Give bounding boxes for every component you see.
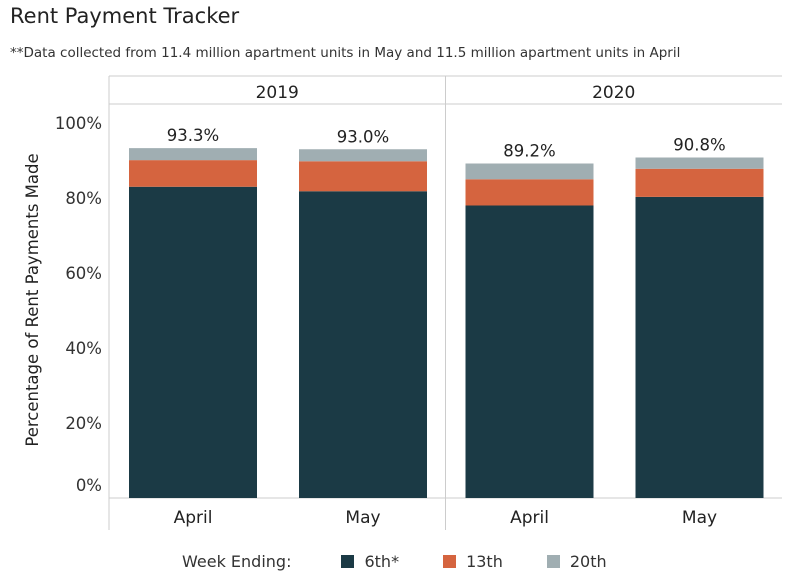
y-tick-label-100: 100% <box>55 114 102 133</box>
legend-swatch-6th <box>341 555 355 568</box>
y-tick-label-0: 0% <box>76 476 102 495</box>
y-tick-label-80: 80% <box>65 189 102 208</box>
bar-segment-2020-april-13th <box>465 179 594 206</box>
legend-label-13th: 13th <box>466 552 503 571</box>
bar-segment-2019-may-20th <box>299 149 427 162</box>
bar-segment-2020-april-20th <box>465 163 594 180</box>
bar-segment-2019-april-13th <box>129 160 257 187</box>
bar-segment-2019-april-20th <box>129 148 257 161</box>
legend-label-20th: 20th <box>569 552 607 571</box>
y-tick-label-40: 40% <box>65 339 102 358</box>
y-axis-label: Percentage of Rent Payments Made <box>23 153 42 446</box>
y-tick-label-60: 60% <box>65 264 102 283</box>
bar-segment-2020-may-13th <box>635 168 764 197</box>
legend-swatch-20th <box>546 555 560 568</box>
total-label-2020-april: 89.2% <box>503 142 555 161</box>
legend-item-13th[interactable]: 13th <box>443 552 503 571</box>
x-tick-label-2020-april: April <box>510 508 549 528</box>
panel-header-2019: 2019 <box>256 83 299 103</box>
y-tick-label-20: 20% <box>65 414 102 433</box>
legend-swatch-13th <box>443 555 457 568</box>
chart-title: Rent Payment Tracker <box>10 4 240 28</box>
legend-item-6th[interactable]: 6th* <box>341 552 399 571</box>
total-label-2019-april: 93.3% <box>167 126 219 145</box>
panel-header-2020: 2020 <box>592 83 635 103</box>
x-tick-label-2020-may: May <box>682 508 717 528</box>
x-tick-label-2019-may: May <box>345 508 380 528</box>
legend-item-20th[interactable]: 20th <box>546 552 607 571</box>
chart-subtitle: **Data collected from 11.4 million apart… <box>10 45 681 61</box>
legend-title: Week Ending: <box>182 552 292 571</box>
bar-segment-2019-april-6th <box>129 186 257 498</box>
total-label-2019-may: 93.0% <box>337 127 389 146</box>
legend-label-6th: 6th* <box>364 552 400 571</box>
total-label-2020-may: 90.8% <box>673 136 725 155</box>
bar-segment-2019-may-6th <box>299 191 427 498</box>
bar-segment-2019-may-13th <box>299 161 427 192</box>
bar-segment-2020-april-6th <box>465 205 594 498</box>
x-tick-label-2019-april: April <box>174 508 213 528</box>
bar-segment-2020-may-6th <box>635 196 764 498</box>
legend: Week Ending: 6th* 13th 20th <box>182 552 651 571</box>
bar-segment-2020-may-20th <box>635 157 764 169</box>
stacked-bar-chart: Percentage of Rent Payments Made 0% 20% 40%… <box>23 75 782 530</box>
